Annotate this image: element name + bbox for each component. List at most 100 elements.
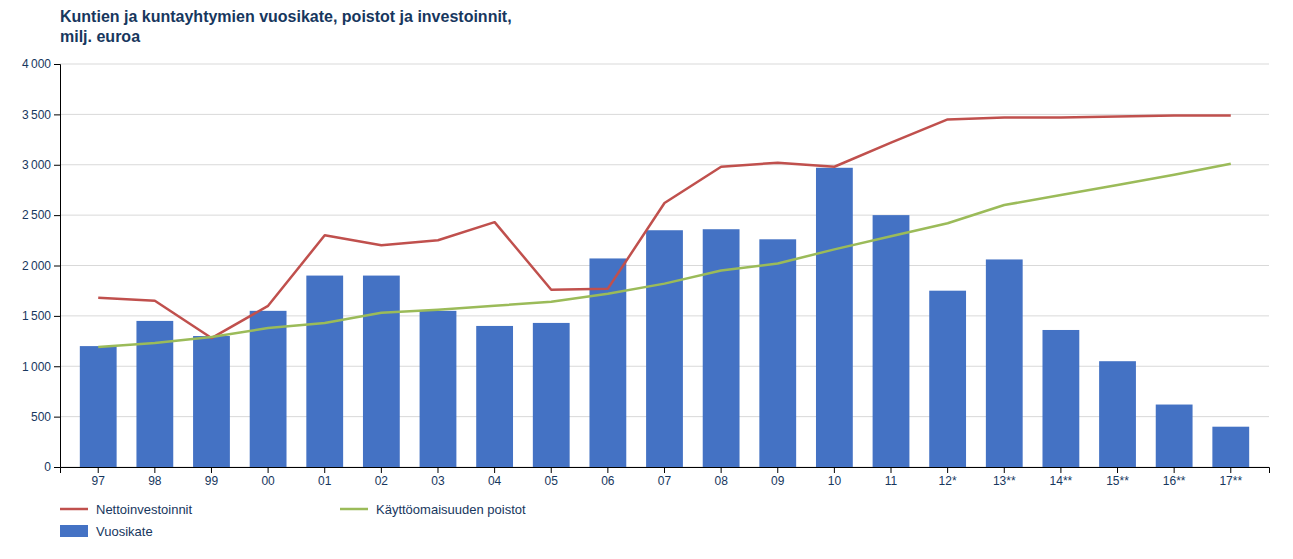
tick: 09 [771,467,785,488]
tick: 04 [488,467,502,488]
tick-mark [551,467,552,473]
tick-label: 10 [828,474,842,488]
legend-item: Käyttöomaisuuden poistot [340,502,526,517]
bar [1099,361,1136,467]
tick-label: 3 500 [22,108,51,122]
bar [363,276,400,467]
tick-mark [54,114,60,115]
tick: 3 000 [22,158,60,172]
tick-label: 02 [375,474,389,488]
legend-swatch [60,525,88,537]
tick-label: 03 [431,474,445,488]
grid-line [60,164,1269,165]
tick-label: 97 [92,474,106,488]
tick: 15** [1106,467,1129,488]
tick-label: 15** [1106,474,1129,488]
tick-mark [268,467,269,473]
tick-label: 16** [1163,474,1186,488]
tick-mark [54,316,60,317]
tick-label: 2 500 [22,208,51,222]
tick-mark [324,467,325,473]
tick-mark [494,467,495,473]
tick-label: 3 000 [22,158,51,172]
tick-label: 14** [1050,474,1073,488]
plot: 05001 0001 5002 0002 5003 0003 5004 0009… [22,57,1270,487]
bar [250,311,287,467]
tick: 05 [545,467,559,488]
bar [759,239,796,467]
tick: 08 [714,467,728,488]
bar [80,346,117,467]
tick-label: 08 [714,474,728,488]
axis-line [54,65,61,468]
legend-swatch [340,508,368,511]
tick-mark [834,467,835,473]
tick-label: 500 [31,410,51,424]
tick: 13** [993,467,1016,488]
tick: 03 [431,467,445,488]
bar [476,326,513,467]
tick-mark [54,165,60,166]
tick: 01 [318,467,332,488]
tick-mark [154,467,155,473]
grid-line [60,64,1269,65]
tick-mark [1117,467,1118,473]
tick: 1 500 [22,309,60,323]
marks [80,115,1249,467]
tick: 10 [828,467,842,488]
title: Kuntien ja kuntayhtymien vuosikate, pois… [60,8,512,45]
bar [1156,405,1193,467]
legend: Nettoinvestoinnit Käyttöomaisuuden poisto… [60,502,526,539]
tick-label: 00 [261,474,275,488]
tick-mark [891,467,892,473]
tick-label: 4 000 [22,57,51,71]
tick-mark [54,215,60,216]
legend-label: Vuosikate [96,524,153,539]
tick-label: 07 [658,474,672,488]
bar [703,229,740,467]
line [98,115,1231,338]
tick: 2 000 [22,259,60,273]
tick-mark [54,417,60,418]
tick-mark [777,467,778,473]
bar [306,276,343,467]
tick-label: 12* [939,474,957,488]
legend-item: Vuosikate [60,524,153,539]
bar [1212,427,1249,467]
tick: 500 [31,410,60,424]
grid-line [60,215,1269,216]
bar-series [80,168,1249,467]
tick: 12* [939,467,957,488]
tick-mark [1230,467,1231,473]
tick-mark [947,467,948,473]
tick-label: 17** [1219,474,1242,488]
grid [60,64,1269,467]
tick: 16** [1163,467,1186,488]
tick: 07 [658,467,672,488]
tick-mark [381,467,382,473]
tick-mark [1060,467,1061,473]
y-axis: 0 500 1 000 1 500 2 000 2 500 3 000 3 500 4 000 [22,57,61,474]
legend-label: Käyttöomaisuuden poistot [376,502,526,517]
legend-swatch [60,508,88,511]
tick-label: 0 [44,460,51,474]
bar [816,168,853,467]
tick-label: 05 [545,474,559,488]
tick: 14** [1050,467,1073,488]
tick-label: 04 [488,474,502,488]
tick-label: 13** [993,474,1016,488]
tick-mark [721,467,722,473]
tick: 0 [44,460,60,474]
tick-mark [211,467,212,473]
tick-label: 1 000 [22,360,51,374]
tick-label: 2 000 [22,259,51,273]
tick-mark [1174,467,1175,473]
bar [873,215,910,467]
tick-mark [664,467,665,473]
chart: Kuntien ja kuntayhtymien vuosikate, pois… [0,0,1293,559]
bar [646,230,683,467]
tick: 99 [205,467,219,488]
axis-line [61,468,1270,474]
legend-label: Nettoinvestoinnit [96,502,192,517]
tick: 3 500 [22,108,60,122]
